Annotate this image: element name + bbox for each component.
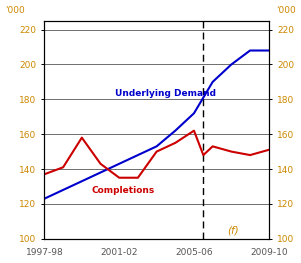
Text: (f): (f) <box>228 225 239 235</box>
Text: '000: '000 <box>276 6 296 14</box>
Text: Completions: Completions <box>91 186 154 195</box>
Text: '000: '000 <box>5 6 25 14</box>
Text: Underlying Demand: Underlying Demand <box>116 89 216 98</box>
